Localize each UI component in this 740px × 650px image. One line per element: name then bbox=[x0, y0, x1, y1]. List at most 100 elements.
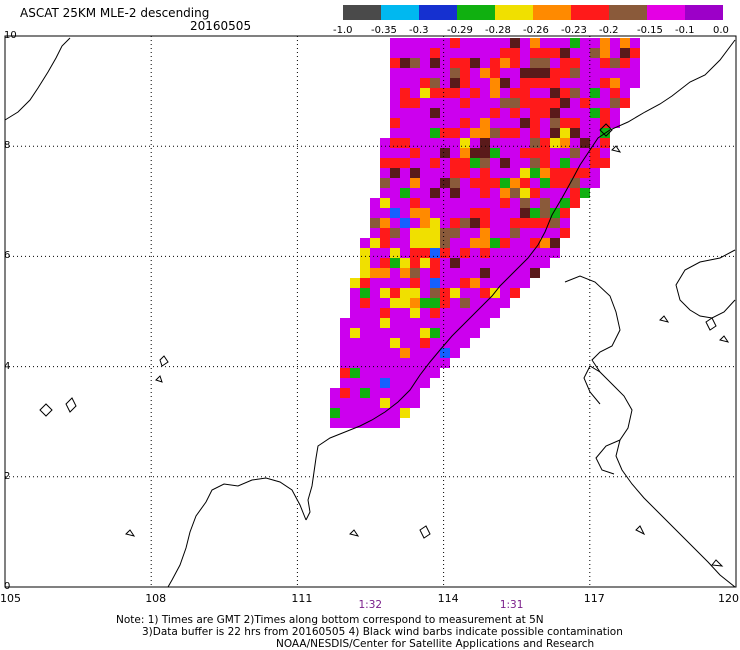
swath-cell bbox=[490, 188, 500, 198]
swath-cell bbox=[530, 108, 540, 118]
swath-cell bbox=[540, 198, 550, 208]
swath-cell bbox=[390, 98, 400, 108]
swath-cell bbox=[510, 78, 520, 88]
swath-cell bbox=[350, 418, 360, 428]
swath-cell bbox=[480, 308, 490, 318]
coastline-segment bbox=[4, 37, 71, 121]
swath-cell bbox=[490, 88, 500, 98]
swath-cell bbox=[410, 148, 420, 158]
swath-cell bbox=[420, 338, 430, 348]
swath-cell bbox=[570, 178, 580, 188]
swath-cell bbox=[470, 188, 480, 198]
swath-cell bbox=[430, 358, 440, 368]
swath-cell bbox=[530, 78, 540, 88]
swath-cell bbox=[580, 168, 590, 178]
swath-cell bbox=[340, 328, 350, 338]
swath-cell bbox=[400, 408, 410, 418]
swath-cell bbox=[530, 198, 540, 208]
swath-cell bbox=[500, 298, 510, 308]
swath-cell bbox=[360, 398, 370, 408]
swath-cell bbox=[510, 148, 520, 158]
swath-cell bbox=[420, 218, 430, 228]
swath-cell bbox=[410, 388, 420, 398]
swath-cell bbox=[430, 168, 440, 178]
swath-cell bbox=[470, 278, 480, 288]
swath-cell bbox=[510, 48, 520, 58]
swath-cell bbox=[540, 248, 550, 258]
swath-cell bbox=[370, 228, 380, 238]
swath-cell bbox=[390, 68, 400, 78]
swath-cell bbox=[400, 378, 410, 388]
swath-cell bbox=[460, 88, 470, 98]
swath-cell bbox=[410, 248, 420, 258]
swath-cell bbox=[580, 68, 590, 78]
swath-cell bbox=[450, 88, 460, 98]
coastline-segment bbox=[349, 529, 360, 537]
swath-cell bbox=[500, 188, 510, 198]
pass-time-label: 1:31 bbox=[499, 599, 524, 611]
swath-cell bbox=[520, 218, 530, 228]
swath-cell bbox=[510, 228, 520, 238]
swath-cell bbox=[400, 288, 410, 298]
swath-cell bbox=[350, 338, 360, 348]
swath-cell bbox=[550, 188, 560, 198]
swath-cell bbox=[530, 208, 540, 218]
swath-cell bbox=[510, 238, 520, 248]
coastline-segment bbox=[611, 145, 622, 153]
swath-cell bbox=[430, 248, 440, 258]
swath-cell bbox=[510, 218, 520, 228]
swath-cell bbox=[540, 88, 550, 98]
swath-cell bbox=[500, 58, 510, 68]
swath-cell bbox=[510, 178, 520, 188]
colorbar-swatch bbox=[419, 5, 457, 20]
swath-cell bbox=[360, 318, 370, 328]
swath-cell bbox=[610, 68, 620, 78]
swath-cell bbox=[550, 228, 560, 238]
swath-cell bbox=[490, 108, 500, 118]
swath-cell bbox=[410, 258, 420, 268]
map-frame bbox=[4, 35, 737, 588]
swath-cell bbox=[560, 48, 570, 58]
swath-cell bbox=[480, 158, 490, 168]
latitude-label: 10 bbox=[4, 30, 17, 41]
swath-cell bbox=[580, 78, 590, 88]
swath-cell bbox=[490, 198, 500, 208]
swath-cell bbox=[500, 178, 510, 188]
swath-cell bbox=[430, 338, 440, 348]
swath-cell bbox=[470, 268, 480, 278]
swath-cell bbox=[470, 138, 480, 148]
swath-cell bbox=[420, 308, 430, 318]
swath-cell bbox=[450, 58, 460, 68]
swath-cell bbox=[420, 58, 430, 68]
swath-cell bbox=[420, 148, 430, 158]
swath-cell bbox=[370, 318, 380, 328]
swath-cell bbox=[560, 108, 570, 118]
swath-cell bbox=[510, 108, 520, 118]
swath-cell bbox=[480, 128, 490, 138]
swath-cell bbox=[490, 118, 500, 128]
swath-cell bbox=[490, 158, 500, 168]
swath-cell bbox=[480, 288, 490, 298]
colorbar-swatch bbox=[457, 5, 495, 20]
swath-cell bbox=[400, 128, 410, 138]
swath-cell bbox=[540, 168, 550, 178]
swath-cell bbox=[600, 108, 610, 118]
swath-cell bbox=[580, 118, 590, 128]
swath-cell bbox=[480, 98, 490, 108]
swath-cell bbox=[460, 328, 470, 338]
swath-cell bbox=[550, 88, 560, 98]
swath-cell bbox=[470, 108, 480, 118]
swath-cell bbox=[450, 218, 460, 228]
longitude-label: 120 bbox=[718, 592, 739, 605]
swath-cell bbox=[450, 278, 460, 288]
swath-cell bbox=[330, 398, 340, 408]
swath-cell bbox=[370, 388, 380, 398]
swath-cell bbox=[390, 218, 400, 228]
swath-cell bbox=[520, 48, 530, 58]
swath-cell bbox=[400, 358, 410, 368]
swath-cell bbox=[550, 78, 560, 88]
swath-cell bbox=[430, 48, 440, 58]
swath-cell bbox=[410, 218, 420, 228]
swath-cell bbox=[560, 218, 570, 228]
swath-cell bbox=[380, 338, 390, 348]
